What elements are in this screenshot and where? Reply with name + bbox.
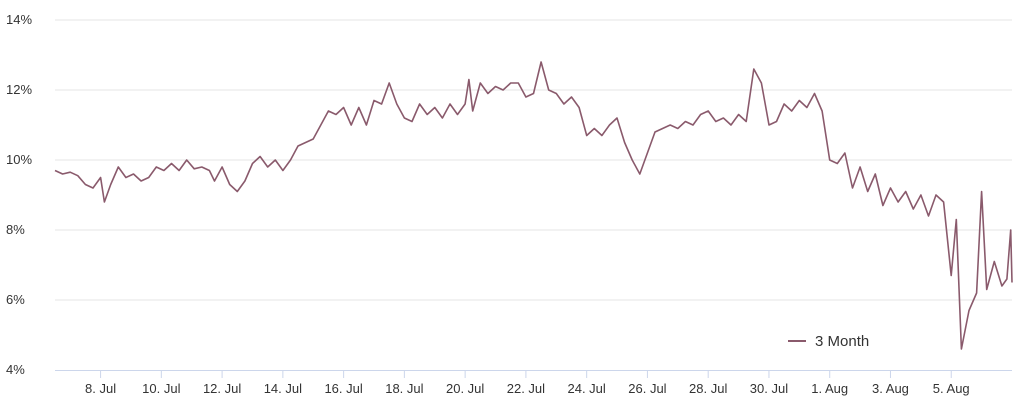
x-tick-label: 5. Aug xyxy=(933,381,970,396)
y-tick-label: 12% xyxy=(6,82,32,97)
x-axis xyxy=(55,370,1012,378)
y-tick-label: 8% xyxy=(6,222,25,237)
y-tick-label: 10% xyxy=(6,152,32,167)
x-tick-label: 24. Jul xyxy=(568,381,606,396)
x-tick-label: 3. Aug xyxy=(872,381,909,396)
x-tick-label: 14. Jul xyxy=(264,381,302,396)
y-axis: 4% 6% 8% 10% 12% 14% xyxy=(6,12,32,377)
x-tick-label: 10. Jul xyxy=(142,381,180,396)
x-tick-label: 8. Jul xyxy=(85,381,116,396)
x-tick-label: 12. Jul xyxy=(203,381,241,396)
series-group xyxy=(54,61,1013,350)
x-tick-label: 20. Jul xyxy=(446,381,484,396)
x-axis-labels: 8. Jul 10. Jul 12. Jul 14. Jul 16. Jul 18. Ju… xyxy=(85,381,970,396)
y-tick-label: 6% xyxy=(6,292,25,307)
x-tick-label: 1. Aug xyxy=(811,381,848,396)
legend-label[interactable]: 3 Month xyxy=(815,333,869,350)
x-tick-label: 18. Jul xyxy=(385,381,423,396)
x-tick-label: 30. Jul xyxy=(750,381,788,396)
grid-lines xyxy=(55,19,1012,301)
x-tick-label: 26. Jul xyxy=(628,381,666,396)
x-tick-label: 22. Jul xyxy=(507,381,545,396)
x-tick-label: 16. Jul xyxy=(324,381,362,396)
series-line-0[interactable] xyxy=(54,61,1013,350)
x-tick-label: 28. Jul xyxy=(689,381,727,396)
legend[interactable]: 3 Month xyxy=(788,333,869,350)
y-tick-label: 4% xyxy=(6,362,25,377)
y-tick-label: 14% xyxy=(6,12,32,27)
